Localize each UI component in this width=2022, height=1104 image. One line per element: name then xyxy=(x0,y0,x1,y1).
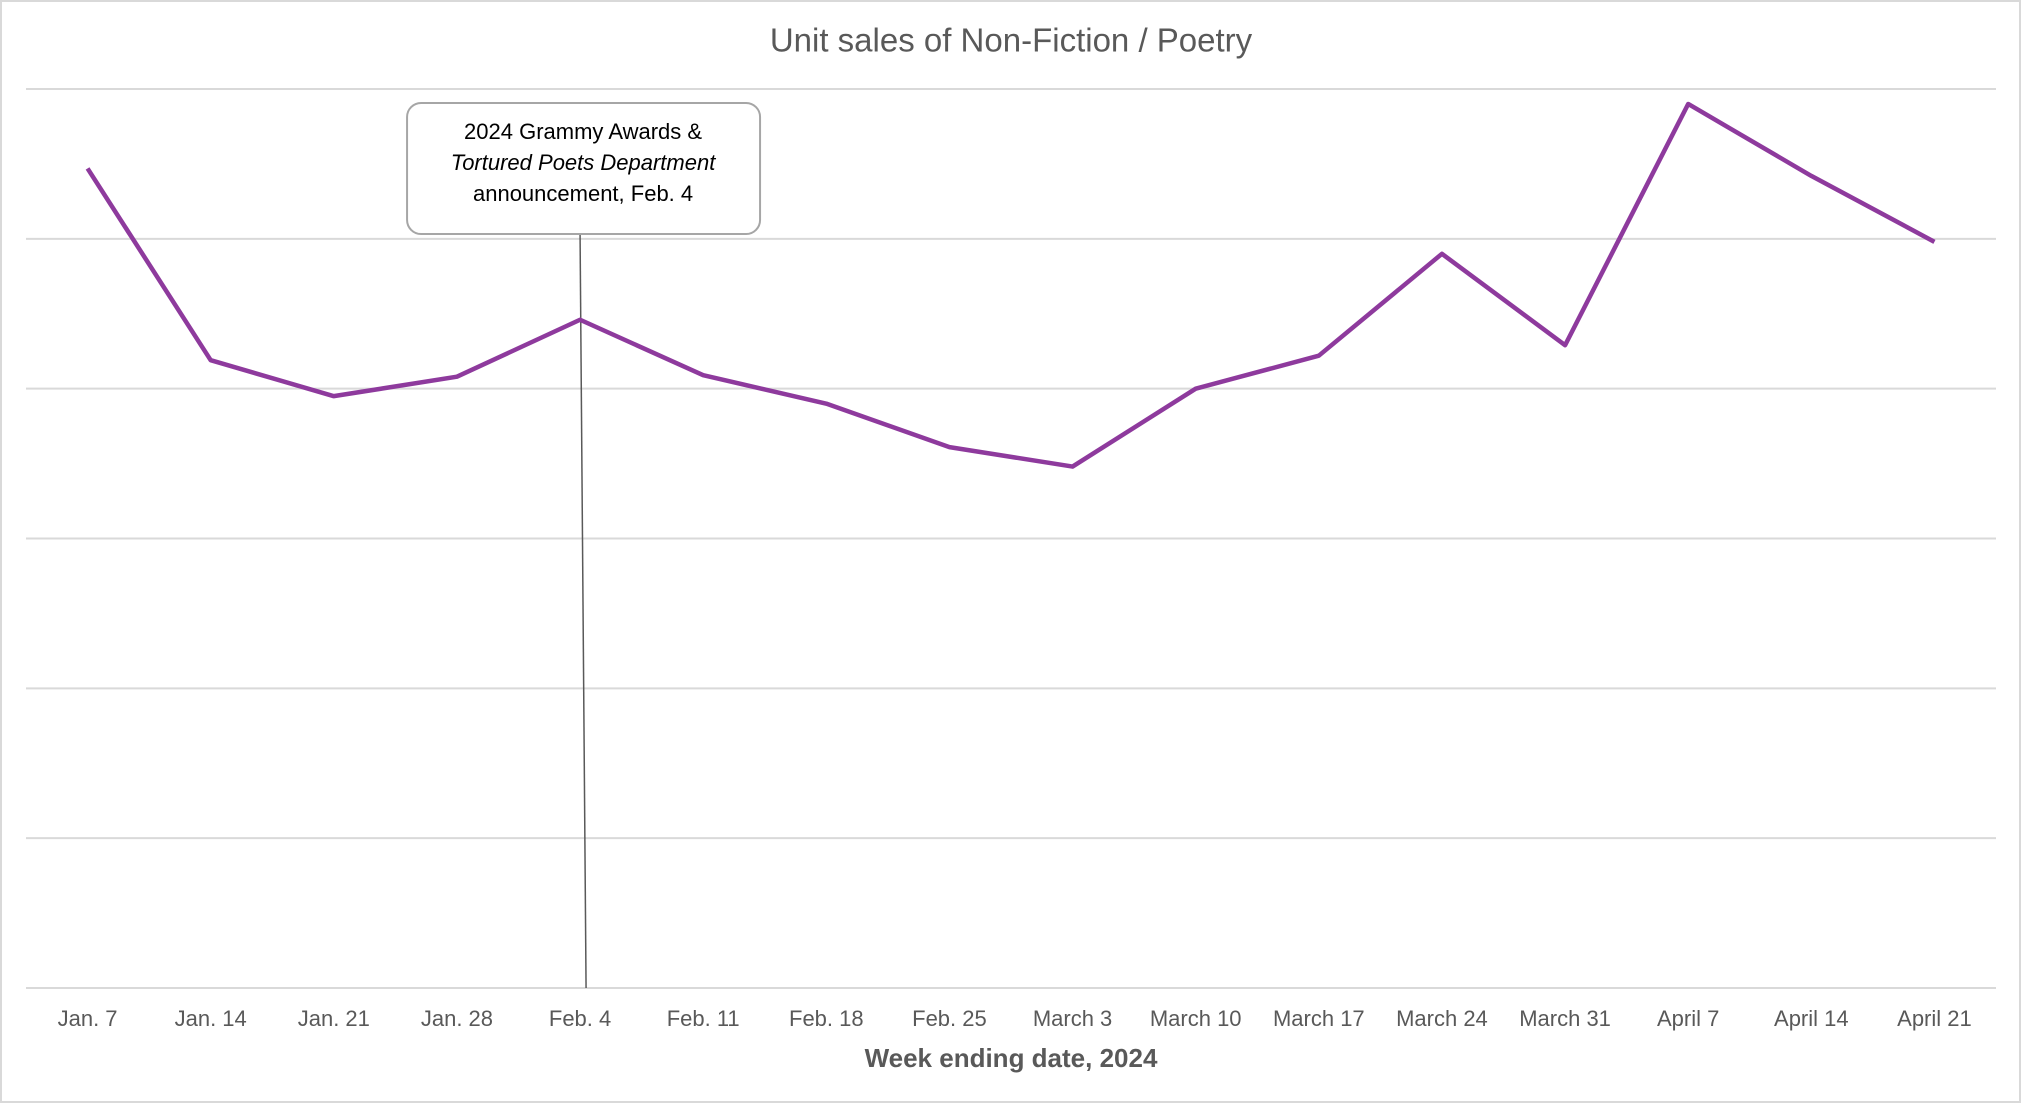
x-tick-label: March 10 xyxy=(1150,1006,1242,1031)
annotation-leader xyxy=(579,233,587,989)
x-tick-label: Jan. 7 xyxy=(58,1006,118,1031)
x-axis-title: Week ending date, 2024 xyxy=(865,1043,1158,1073)
x-tick-label: April 14 xyxy=(1774,1006,1849,1031)
chart-title: Unit sales of Non-Fiction / Poetry xyxy=(770,22,1253,59)
annotation-text: announcement, Feb. 4 xyxy=(473,181,693,206)
x-tick-label: Feb. 11 xyxy=(667,1006,740,1031)
line-series xyxy=(85,101,1936,469)
x-tick-label: Feb. 25 xyxy=(912,1006,987,1031)
x-tick-label: March 3 xyxy=(1033,1006,1112,1031)
x-tick-label: March 24 xyxy=(1396,1006,1488,1031)
annotation-box xyxy=(406,102,762,235)
x-tick-label: March 17 xyxy=(1273,1006,1365,1031)
x-tick-label: Feb. 4 xyxy=(549,1006,611,1031)
annotation-text: 2024 Grammy Awards & xyxy=(464,119,702,144)
x-tick-label: April 21 xyxy=(1897,1006,1972,1031)
x-tick-label: Jan. 14 xyxy=(175,1006,247,1031)
x-tick-label: Jan. 28 xyxy=(421,1006,493,1031)
annotation-text: Tortured Poets Department xyxy=(451,150,716,175)
x-tick-label: Feb. 18 xyxy=(789,1006,864,1031)
x-tick-label: March 31 xyxy=(1519,1006,1611,1031)
x-tick-label: Jan. 21 xyxy=(298,1006,370,1031)
x-tick-label: April 7 xyxy=(1657,1006,1719,1031)
